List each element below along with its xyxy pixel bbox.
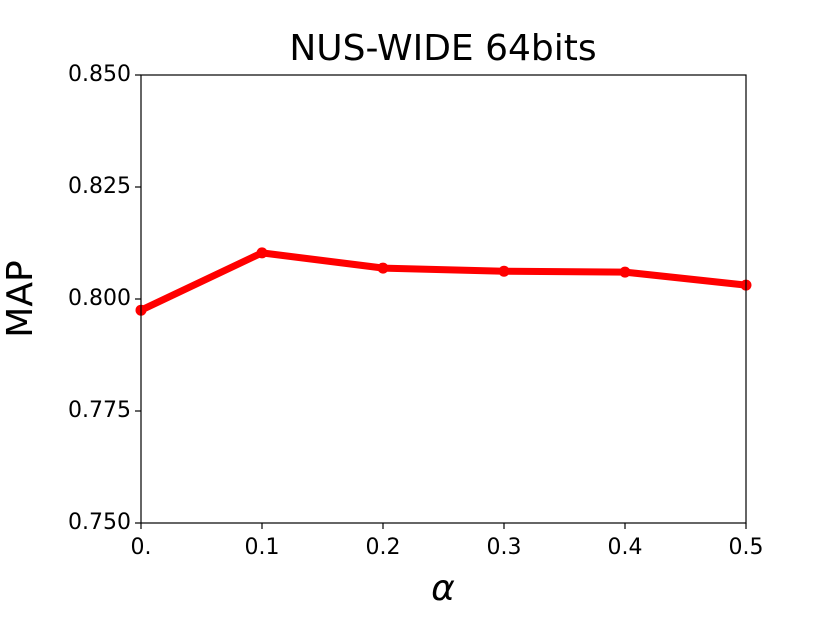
x-tick-label: 0.2 [366, 535, 401, 560]
chart-title: NUS-WIDE 64bits [289, 28, 596, 69]
y-tick-label: 0.850 [68, 62, 131, 87]
y-tick-label: 0.775 [68, 398, 131, 423]
marker [619, 266, 631, 278]
x-axis-label: α [431, 568, 455, 609]
y-axis-label: MAP [0, 260, 41, 337]
y-tick-label: 0.825 [68, 174, 131, 199]
marker [498, 265, 510, 277]
x-tick-label: 0. [131, 535, 152, 560]
marker [377, 262, 389, 274]
y-tick-label: 0.800 [68, 286, 131, 311]
x-tick-label: 0.4 [608, 535, 643, 560]
x-tick-label: 0.1 [245, 535, 280, 560]
line [139, 249, 747, 314]
marker [256, 247, 268, 259]
x-tick-label: 0.3 [487, 535, 522, 560]
plot-frame [140, 74, 747, 524]
x-tick-label: 0.5 [729, 535, 764, 560]
y-tick-label: 0.750 [68, 510, 131, 535]
